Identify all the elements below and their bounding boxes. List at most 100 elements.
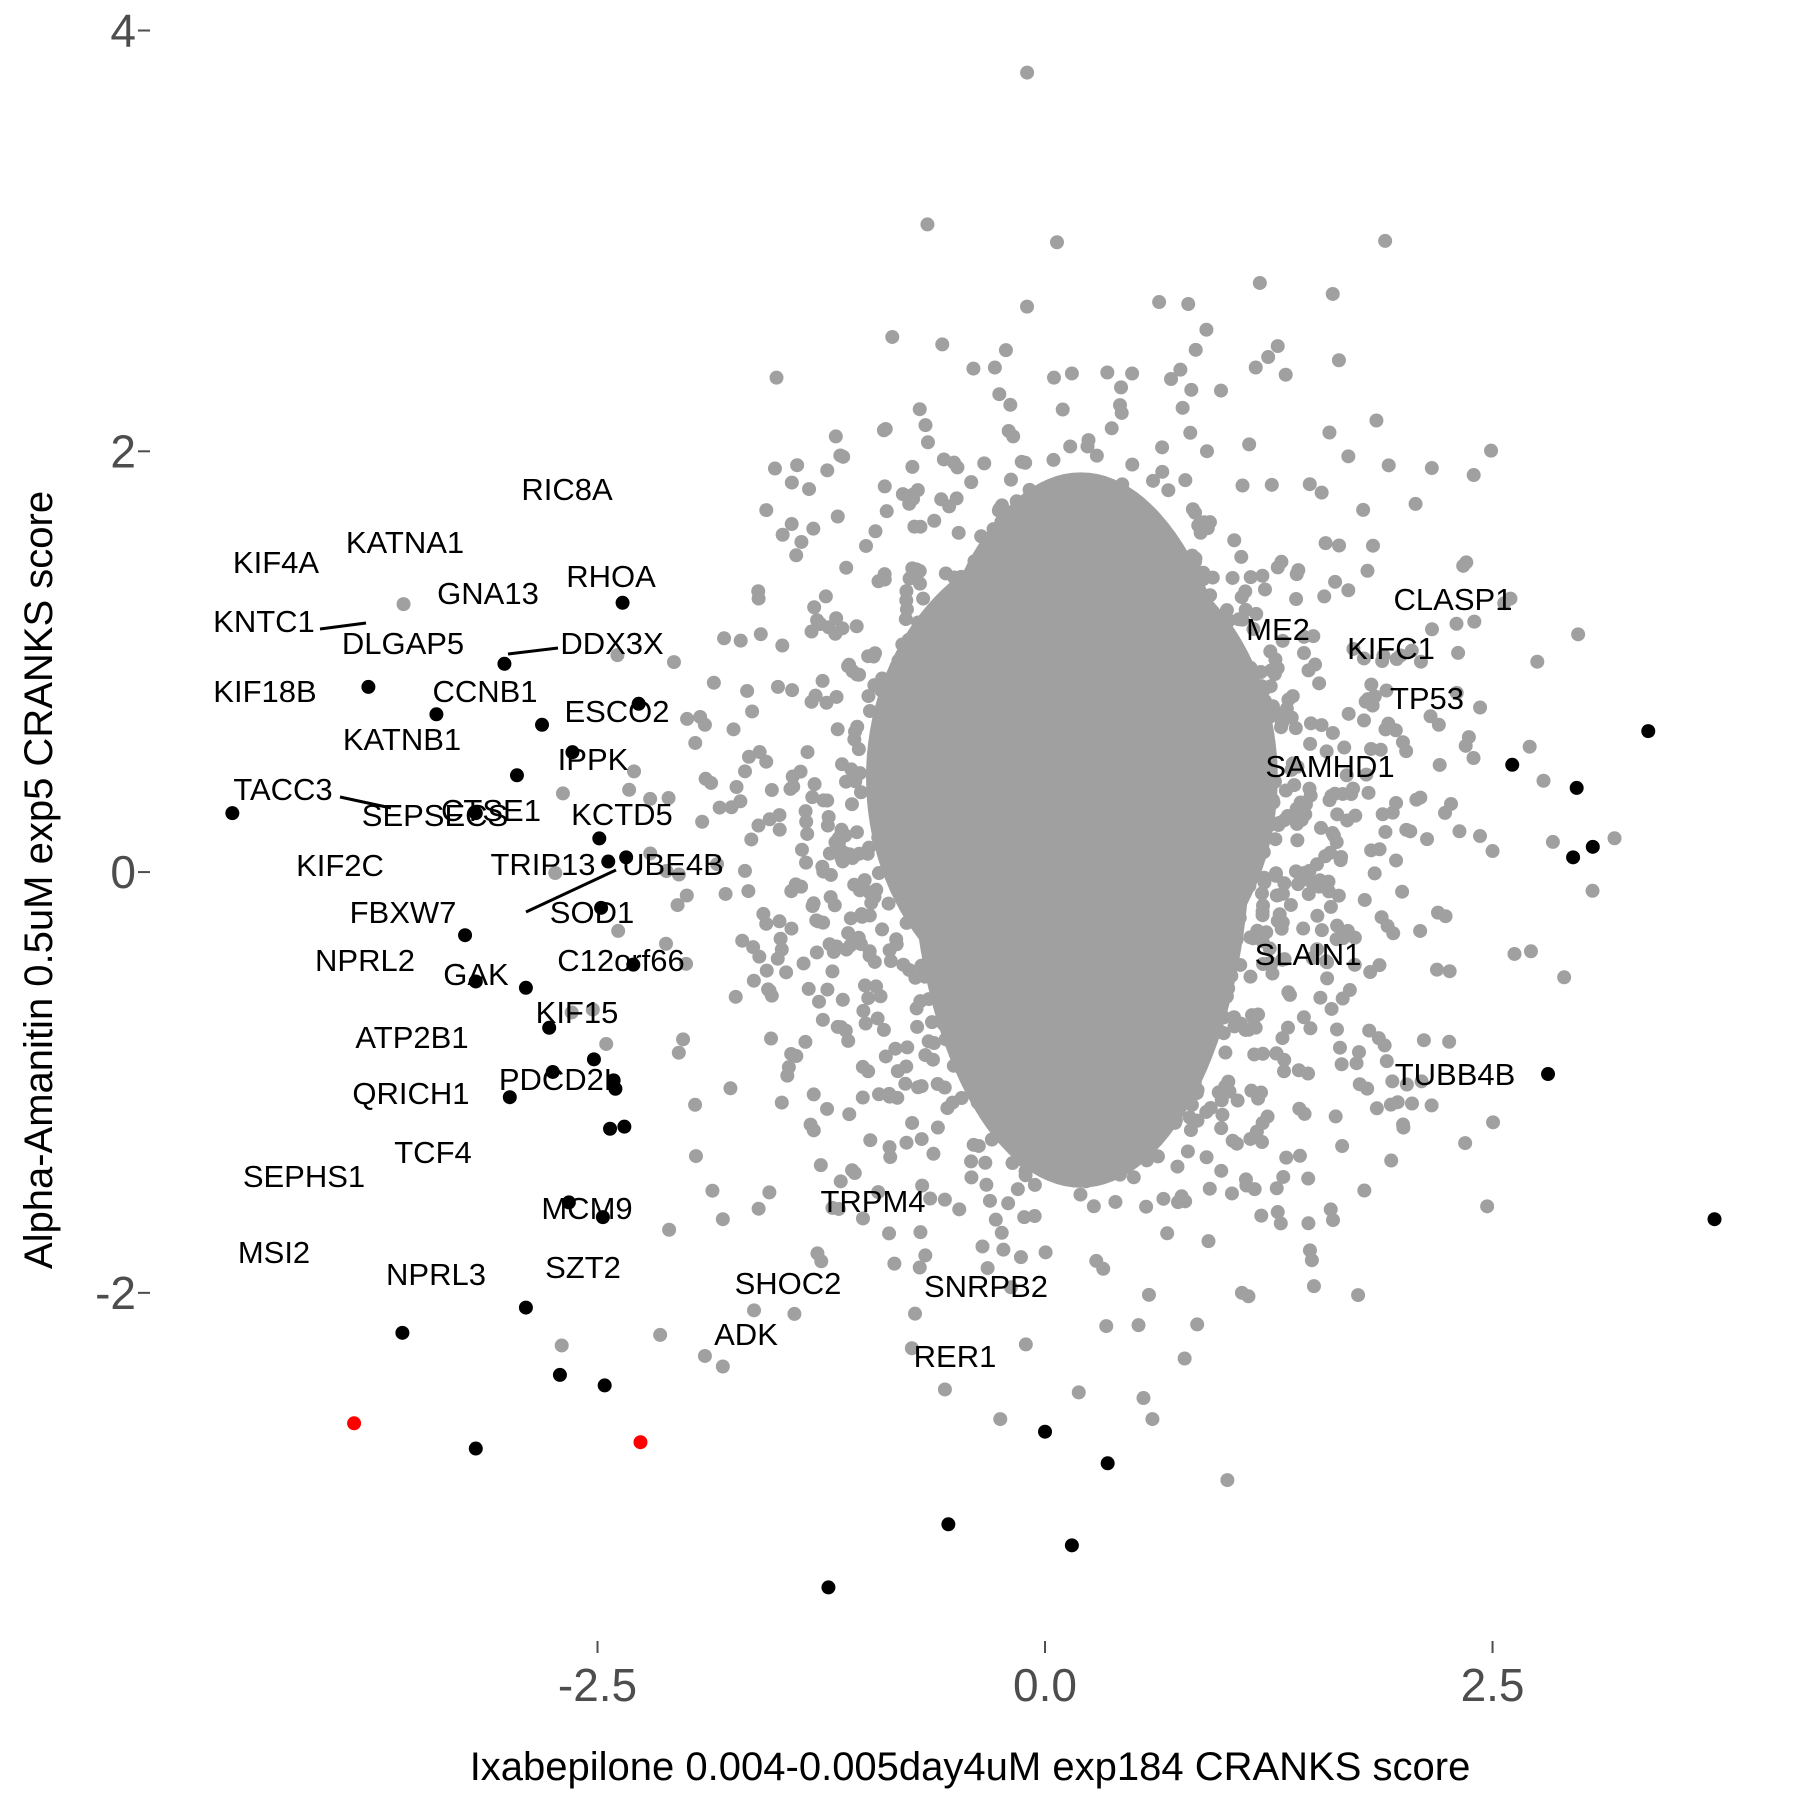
gene-point-nprl2 — [502, 1090, 517, 1105]
background-point — [1152, 295, 1167, 310]
background-point — [1297, 629, 1312, 644]
background-point — [861, 991, 876, 1006]
background-point — [1094, 657, 1109, 672]
background-point — [1110, 874, 1125, 889]
gene-label-nprl2: NPRL2 — [315, 943, 415, 978]
background-point — [698, 771, 713, 786]
background-point — [919, 823, 934, 838]
background-point — [1037, 801, 1052, 816]
background-point — [1020, 65, 1035, 80]
background-point — [1217, 638, 1232, 653]
background-point — [1348, 808, 1363, 823]
background-point — [1178, 1061, 1193, 1076]
background-point — [1283, 897, 1298, 912]
gene-label-me2: ME2 — [1246, 612, 1310, 647]
background-point — [1017, 1210, 1032, 1225]
background-point — [1238, 602, 1253, 617]
gene-point-ccnb1 — [468, 806, 483, 821]
background-point — [1337, 740, 1352, 755]
background-point — [1150, 773, 1165, 788]
background-point — [974, 529, 989, 544]
background-point — [976, 820, 991, 835]
background-point — [1139, 853, 1154, 868]
background-point — [627, 764, 642, 779]
background-point — [785, 683, 800, 698]
background-point — [622, 782, 637, 797]
background-point — [914, 1079, 929, 1094]
background-point — [1134, 785, 1149, 800]
gene-point-clasp1 — [1641, 724, 1656, 739]
gene-label-szt2: SZT2 — [545, 1250, 621, 1285]
background-point — [1054, 942, 1069, 957]
background-point — [1018, 857, 1033, 872]
background-point — [1115, 743, 1130, 758]
background-point — [1115, 996, 1130, 1011]
background-point — [1329, 932, 1344, 947]
background-point — [993, 1060, 1008, 1075]
background-point — [989, 537, 1004, 552]
background-point — [1225, 570, 1240, 585]
background-point — [1009, 494, 1024, 509]
background-point — [952, 636, 967, 651]
background-point — [1173, 715, 1188, 730]
background-point — [396, 597, 411, 612]
background-point — [1243, 570, 1258, 585]
background-point — [897, 792, 912, 807]
background-point — [1007, 1097, 1022, 1112]
background-point — [1043, 541, 1058, 556]
background-point — [1165, 871, 1180, 886]
background-point — [1303, 1021, 1318, 1036]
background-point — [759, 503, 774, 518]
background-point — [1183, 425, 1198, 440]
background-point — [875, 922, 890, 937]
background-point — [1301, 1171, 1316, 1186]
background-point — [1041, 684, 1056, 699]
background-point — [1414, 1074, 1429, 1089]
background-point — [1320, 971, 1335, 986]
background-point — [863, 1133, 878, 1148]
background-point — [916, 591, 931, 606]
background-point — [1545, 834, 1560, 849]
background-point — [951, 696, 966, 711]
background-point — [1108, 771, 1123, 786]
background-point — [724, 800, 739, 815]
background-point — [881, 896, 896, 911]
background-point — [1530, 654, 1545, 669]
background-point — [643, 846, 658, 861]
background-point — [697, 717, 712, 732]
background-point — [767, 461, 782, 476]
gene-label-ube4b: UBE4B — [622, 847, 724, 882]
background-point — [784, 517, 799, 532]
background-point — [1301, 887, 1316, 902]
background-point — [1043, 811, 1058, 826]
background-point — [1202, 794, 1217, 809]
background-point — [1134, 725, 1149, 740]
background-point — [1202, 515, 1217, 530]
background-point — [1112, 398, 1127, 413]
background-point — [1145, 1412, 1160, 1427]
background-point — [1185, 548, 1200, 563]
background-point — [828, 626, 843, 641]
background-point — [1175, 998, 1190, 1013]
background-point — [1242, 437, 1257, 452]
background-point — [843, 911, 858, 926]
background-point — [925, 1052, 940, 1067]
background-point — [929, 678, 944, 693]
background-point — [1058, 726, 1073, 741]
background-point — [1086, 1199, 1101, 1214]
background-point — [1058, 1063, 1073, 1078]
background-point — [981, 910, 996, 925]
background-point — [848, 774, 863, 789]
background-point — [1181, 297, 1196, 312]
background-point — [910, 872, 925, 887]
background-point — [1330, 807, 1345, 822]
background-point — [799, 855, 814, 870]
background-point — [1303, 736, 1318, 751]
background-point — [1139, 1153, 1154, 1168]
background-point — [1102, 520, 1117, 535]
background-point — [1126, 1077, 1141, 1092]
background-point — [1109, 804, 1124, 819]
background-point — [1110, 584, 1125, 599]
background-point — [1473, 829, 1488, 844]
background-point — [1209, 948, 1224, 963]
